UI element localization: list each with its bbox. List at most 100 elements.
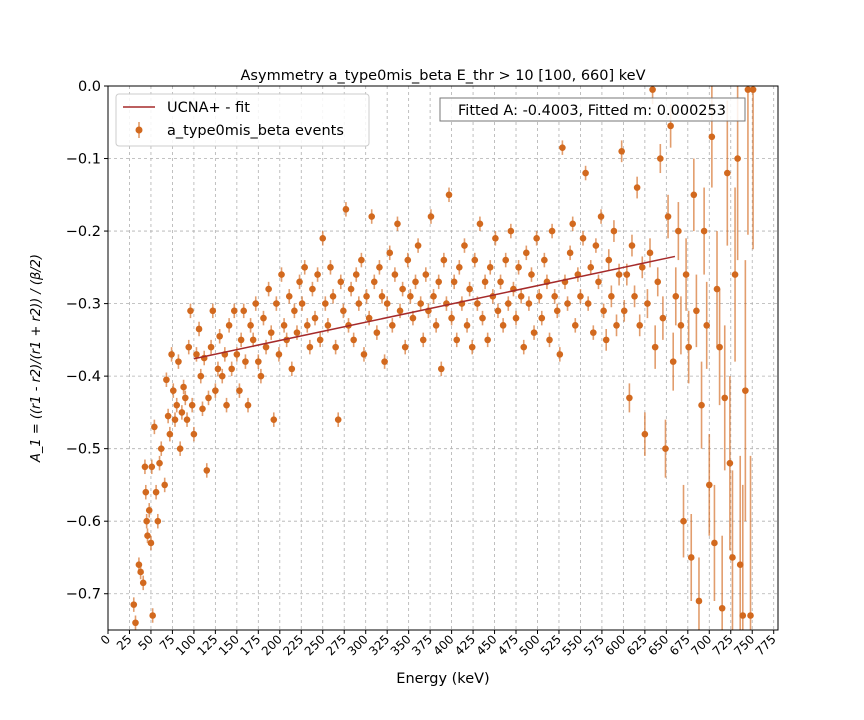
data-point [721, 325, 729, 471]
point-marker [548, 227, 556, 235]
data-point [432, 318, 440, 333]
data-point [615, 263, 623, 286]
data-point [139, 575, 147, 591]
point-marker [389, 322, 396, 329]
point-marker [718, 604, 726, 612]
point-marker [203, 467, 211, 474]
point-marker [291, 307, 298, 315]
data-point [608, 285, 615, 308]
point-marker [298, 300, 306, 307]
point-marker [651, 343, 659, 351]
data-point [636, 314, 644, 337]
data-point [303, 318, 311, 333]
data-point [342, 202, 350, 217]
point-marker [590, 329, 597, 336]
data-point [145, 503, 153, 518]
x-tick-label: 675 [667, 632, 693, 658]
data-point [499, 318, 507, 333]
point-marker [314, 271, 321, 278]
point-marker [182, 394, 189, 402]
data-point [221, 347, 229, 362]
data-point [582, 165, 589, 181]
data-point [440, 252, 448, 268]
y-tick-label: −0.4 [66, 369, 101, 385]
data-point [144, 528, 151, 543]
data-point [404, 252, 412, 268]
data-point [484, 332, 491, 348]
point-marker [685, 343, 692, 351]
point-marker [195, 325, 203, 333]
point-marker [327, 264, 334, 271]
point-marker [633, 184, 641, 191]
point-marker [212, 387, 219, 394]
data-point [618, 140, 625, 163]
point-marker [610, 227, 618, 235]
point-marker [682, 271, 690, 278]
data-point [548, 223, 556, 239]
point-marker [137, 568, 144, 576]
data-point [605, 249, 613, 271]
point-marker [144, 532, 151, 540]
data-point [520, 339, 528, 355]
point-marker [409, 314, 417, 322]
data-point [515, 260, 522, 275]
point-marker [693, 307, 700, 315]
data-point [685, 310, 692, 384]
point-marker [143, 517, 150, 525]
data-point [199, 401, 206, 417]
data-point [270, 412, 278, 427]
point-marker [187, 307, 194, 315]
data-point [682, 238, 690, 311]
data-point [152, 484, 160, 500]
data-point [236, 383, 243, 398]
point-marker [602, 336, 610, 344]
point-marker [427, 213, 435, 220]
point-marker [687, 554, 695, 561]
point-marker [154, 517, 162, 525]
data-point [391, 267, 399, 282]
data-point [409, 310, 417, 326]
point-marker [407, 293, 414, 300]
point-marker [461, 242, 468, 249]
point-marker [474, 300, 481, 307]
point-marker [365, 314, 373, 322]
point-marker [486, 264, 494, 271]
point-marker [168, 351, 175, 358]
data-point [535, 289, 543, 304]
point-marker [538, 314, 546, 322]
point-marker [175, 358, 182, 365]
data-point [365, 310, 373, 326]
point-marker [303, 322, 311, 329]
legend-fit-label: UCNA+ - fit [167, 100, 250, 116]
x-tick-label: 450 [474, 632, 500, 658]
data-point [633, 176, 641, 199]
data-point [417, 296, 424, 311]
chart-title: Asymmetry a_type0mis_beta E_thr > 10 [10… [241, 68, 646, 84]
data-point [260, 310, 267, 326]
data-point [205, 390, 212, 406]
point-marker [132, 619, 139, 627]
point-marker [329, 293, 337, 300]
point-marker [533, 235, 540, 242]
point-marker [236, 387, 243, 394]
x-tick-label: 225 [280, 632, 306, 658]
data-point [414, 238, 422, 253]
event-points [130, 86, 757, 630]
data-point [468, 339, 476, 355]
legend-events-marker [135, 126, 143, 134]
data-point [657, 144, 664, 174]
data-point [187, 303, 194, 319]
point-marker [657, 155, 664, 162]
point-marker [247, 322, 254, 329]
data-point [430, 289, 437, 304]
point-marker [711, 539, 718, 547]
point-marker [394, 220, 401, 228]
data-point [543, 274, 551, 290]
data-point [252, 296, 260, 311]
point-marker [355, 300, 363, 307]
data-point [157, 441, 165, 456]
point-marker [157, 445, 165, 452]
data-point [358, 252, 365, 268]
point-marker [267, 329, 275, 336]
